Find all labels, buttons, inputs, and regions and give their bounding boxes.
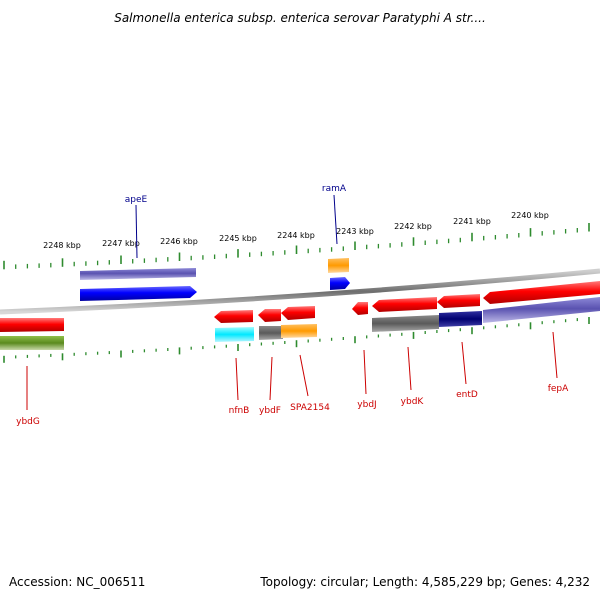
nfnB-arrow — [214, 310, 253, 323]
ybdF-shadow-bar — [259, 326, 283, 340]
gene-label-entD[interactable]: entD — [456, 390, 478, 400]
gene-label-ybdG[interactable]: ybdG — [16, 417, 40, 427]
ybdF-arrow — [258, 309, 281, 322]
apeE-leader — [135, 204, 138, 259]
tick-label: 2246 kbp — [160, 237, 198, 246]
ramA-arrow — [330, 277, 350, 290]
ybdK-gene[interactable] — [372, 297, 439, 332]
SPA2154-gene[interactable] — [281, 306, 317, 338]
ybdK-leader — [407, 346, 412, 391]
gene-label-ramA[interactable]: ramA — [322, 184, 347, 194]
entD-gene[interactable] — [437, 294, 482, 327]
SPA2154-arrow — [281, 306, 315, 320]
apeE-arrow — [80, 286, 197, 301]
ybdG-arrow — [0, 318, 64, 332]
fepA-shadow-bar — [483, 297, 600, 323]
map-title: Salmonella enterica subsp. enterica sero… — [114, 11, 486, 25]
tick-axis — [3, 223, 590, 363]
gene-label-apeE[interactable]: apeE — [125, 195, 148, 205]
tick-labels: 2248 kbp 2247 kbp 2246 kbp 2245 kbp 2244… — [43, 211, 549, 250]
fepA-gene[interactable] — [483, 281, 600, 323]
SPA2154-shadow-bar — [281, 324, 317, 338]
tick-label: 2245 kbp — [219, 234, 257, 243]
entD-leader — [461, 341, 467, 385]
ybdJ-leader — [363, 349, 367, 395]
tick-label: 2248 kbp — [43, 241, 81, 250]
leader-lines — [26, 194, 558, 410]
ybdJ-arrow — [352, 302, 368, 315]
gene-label-nfnB[interactable]: nfnB — [229, 406, 250, 416]
gene-label-ybdF[interactable]: ybdF — [259, 406, 281, 416]
tick-label: 2241 kbp — [453, 217, 491, 226]
tick-label: 2242 kbp — [394, 222, 432, 231]
ybdG-shadow-bar — [0, 336, 64, 350]
accession-text: Accession: NC_006511 — [9, 575, 145, 589]
ybdK-shadow-bar — [372, 315, 439, 332]
gene-label-SPA2154[interactable]: SPA2154 — [290, 403, 330, 413]
fepA-arrow — [483, 281, 600, 304]
gene-label-ybdK[interactable]: ybdK — [401, 397, 425, 407]
ybdG-gene[interactable] — [0, 318, 64, 350]
ybdJ-gene[interactable] — [352, 302, 368, 315]
gene-label-fepA[interactable]: fepA — [548, 384, 569, 394]
nfnB-gene[interactable] — [214, 310, 254, 342]
topology-text: Topology: circular; Length: 4,585,229 bp… — [259, 575, 590, 589]
tick-label: 2243 kbp — [336, 227, 374, 236]
nfnB-leader — [235, 357, 239, 401]
nfnB-shadow-bar — [215, 327, 254, 342]
gene-label-ybdJ[interactable]: ybdJ — [357, 400, 376, 410]
fepA-leader — [552, 331, 558, 379]
ybdK-arrow — [372, 297, 437, 312]
ybdF-leader — [269, 356, 273, 401]
entD-arrow — [437, 294, 480, 308]
SPA2154-leader — [299, 354, 309, 397]
ramA-shadow-bar — [328, 258, 349, 273]
ybdF-gene[interactable] — [258, 309, 283, 340]
entD-shadow-bar — [439, 311, 482, 327]
tick-label: 2240 kbp — [511, 211, 549, 220]
genome-backbone — [0, 268, 600, 315]
tick-label: 2247 kbp — [102, 239, 140, 248]
ramA-leader — [333, 194, 338, 245]
tick-label: 2244 kbp — [277, 231, 315, 240]
apeE-gene[interactable] — [80, 268, 197, 301]
ramA-gene[interactable] — [328, 258, 350, 290]
apeE-shadow-bar — [80, 268, 196, 280]
